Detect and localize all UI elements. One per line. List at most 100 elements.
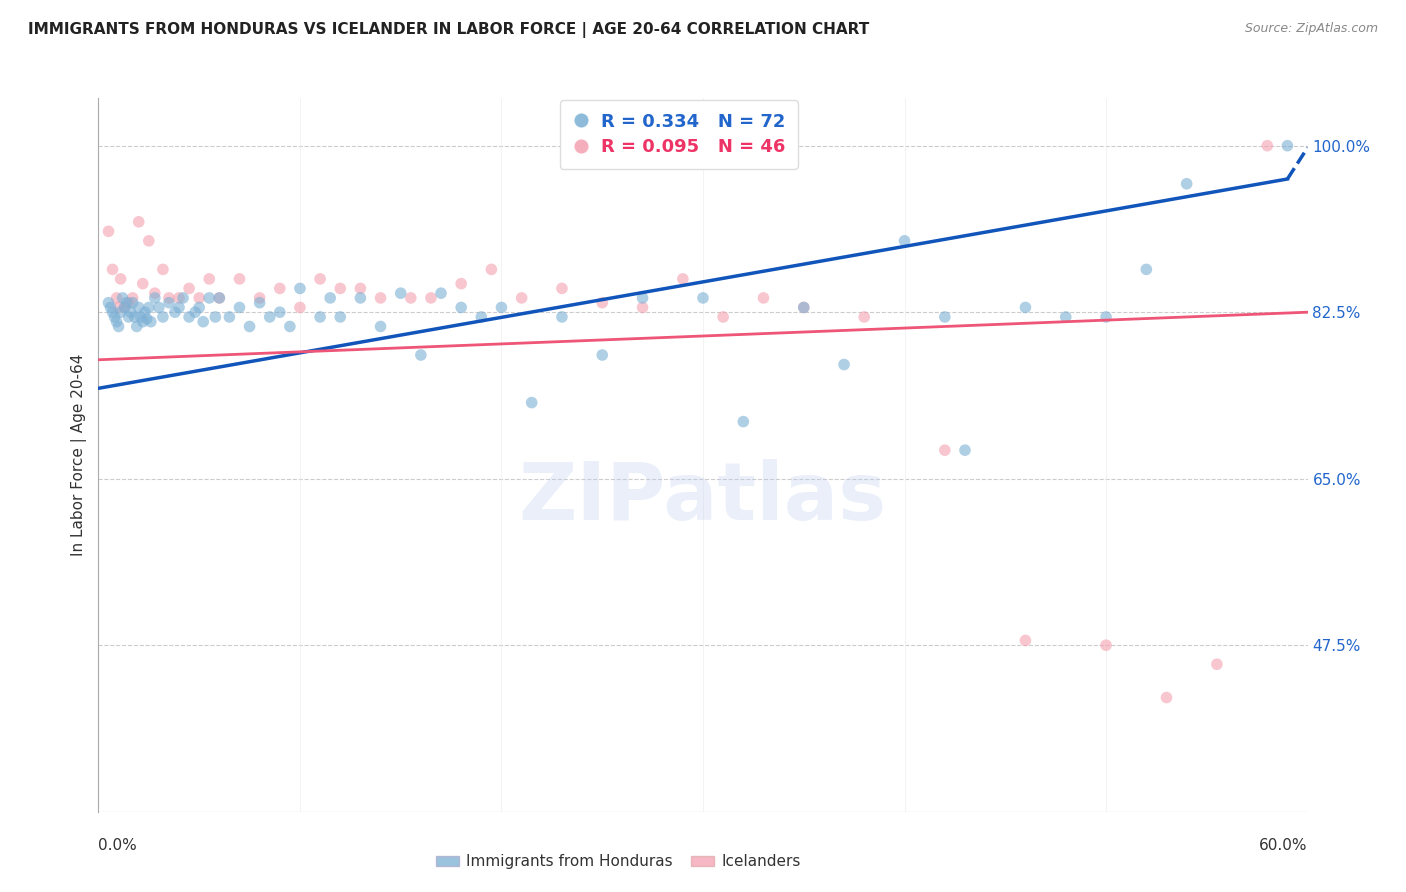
Point [1054, 310, 1077, 324]
Point [110, 272, 132, 286]
Point [152, 262, 174, 277]
Point [101, 262, 124, 277]
Point [409, 348, 432, 362]
Point [631, 301, 654, 315]
Point [208, 291, 231, 305]
Point [1095, 310, 1118, 324]
Point [934, 443, 956, 458]
Point [111, 291, 134, 305]
Point [249, 295, 271, 310]
Point [259, 310, 281, 324]
Point [309, 310, 332, 324]
Point [288, 301, 311, 315]
Text: ZIPatlas: ZIPatlas [519, 458, 887, 537]
Point [125, 319, 148, 334]
Point [128, 215, 150, 229]
Point [510, 291, 533, 305]
Point [97, 295, 120, 310]
Point [520, 395, 543, 409]
Point [228, 272, 250, 286]
Point [329, 281, 352, 295]
Point [157, 295, 180, 310]
Point [269, 305, 291, 319]
Point [953, 443, 976, 458]
Point [832, 358, 855, 372]
Point [228, 301, 250, 315]
Point [143, 291, 166, 305]
Point [204, 310, 226, 324]
Point [129, 310, 152, 324]
Point [752, 291, 775, 305]
Point [1156, 690, 1178, 705]
Point [163, 305, 186, 319]
Point [177, 281, 201, 295]
Point [1256, 138, 1278, 153]
Point [692, 291, 714, 305]
Point [481, 262, 503, 277]
Point [470, 310, 492, 324]
Point [349, 281, 371, 295]
Point [672, 272, 695, 286]
Point [134, 305, 156, 319]
Point [97, 224, 120, 238]
Point [591, 295, 613, 310]
Point [193, 315, 215, 329]
Point [121, 291, 143, 305]
Point [450, 301, 472, 315]
Point [152, 310, 174, 324]
Point [105, 291, 128, 305]
Point [103, 310, 125, 324]
Point [591, 348, 613, 362]
Text: 0.0%: 0.0% [98, 838, 138, 854]
Point [115, 295, 138, 310]
Point [110, 305, 132, 319]
Point [551, 310, 574, 324]
Point [269, 281, 291, 295]
Point [135, 311, 157, 326]
Point [139, 315, 162, 329]
Point [1014, 301, 1036, 315]
Point [101, 305, 124, 319]
Point [853, 310, 876, 324]
Point [370, 291, 392, 305]
Y-axis label: In Labor Force | Age 20-64: In Labor Force | Age 20-64 [72, 354, 87, 556]
Point [389, 286, 412, 301]
Point [188, 301, 211, 315]
Point [198, 291, 221, 305]
Point [172, 291, 194, 305]
Text: Source: ZipAtlas.com: Source: ZipAtlas.com [1244, 22, 1378, 36]
Point [419, 291, 441, 305]
Point [1135, 262, 1157, 277]
Text: 60.0%: 60.0% [1260, 838, 1308, 854]
Point [114, 301, 136, 315]
Point [631, 291, 654, 305]
Point [148, 301, 170, 315]
Point [107, 319, 129, 334]
Point [143, 286, 166, 301]
Point [733, 415, 755, 429]
Point [132, 277, 155, 291]
Point [319, 291, 342, 305]
Point [551, 281, 574, 295]
Point [100, 301, 122, 315]
Point [711, 310, 734, 324]
Point [167, 291, 190, 305]
Point [399, 291, 422, 305]
Point [132, 315, 155, 329]
Point [105, 315, 128, 329]
Point [793, 301, 815, 315]
Point [177, 310, 201, 324]
Point [349, 291, 371, 305]
Point [249, 291, 271, 305]
Point [1206, 657, 1229, 672]
Point [491, 301, 513, 315]
Point [208, 291, 231, 305]
Point [138, 301, 160, 315]
Point [893, 234, 915, 248]
Point [128, 301, 150, 315]
Point [329, 310, 352, 324]
Point [450, 277, 472, 291]
Point [278, 319, 301, 334]
Point [118, 310, 141, 324]
Legend: Immigrants from Honduras, Icelanders: Immigrants from Honduras, Icelanders [429, 848, 807, 875]
